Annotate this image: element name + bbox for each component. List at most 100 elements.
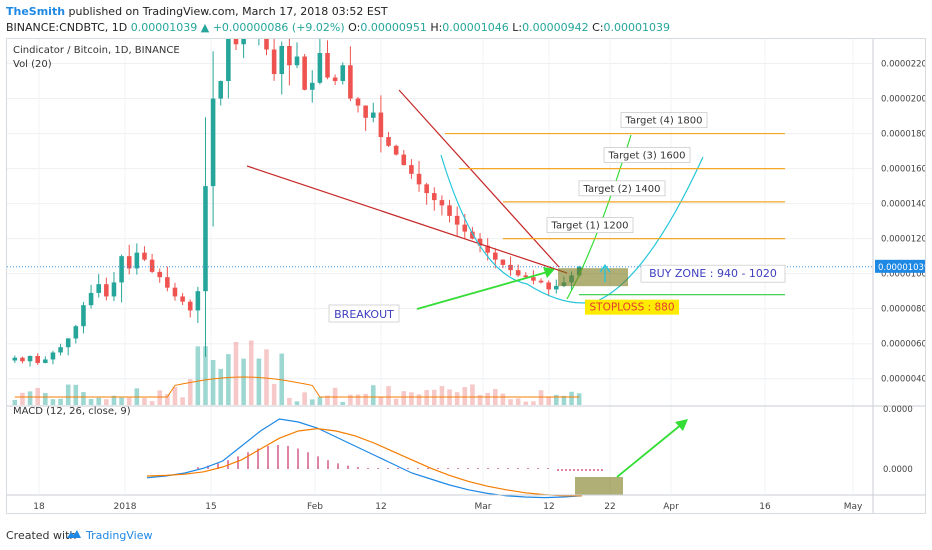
macd-histogram-bar bbox=[601, 469, 603, 471]
macd-histogram-bar bbox=[581, 469, 583, 471]
volume-bar bbox=[226, 354, 231, 405]
volume-bar bbox=[119, 397, 124, 405]
macd-histogram-bar bbox=[437, 468, 439, 469]
macd-histogram-bar bbox=[487, 468, 489, 469]
x-tick-label: May bbox=[844, 502, 863, 512]
publish-info: published on TradingView.com, March 17, … bbox=[68, 5, 388, 18]
volume-bar bbox=[386, 386, 391, 405]
volume-bar bbox=[332, 387, 338, 405]
volume-bar bbox=[348, 394, 353, 405]
volume-bar bbox=[309, 399, 315, 405]
target-label-box bbox=[620, 112, 708, 128]
volume-bar bbox=[35, 387, 40, 405]
stoploss-box bbox=[585, 299, 679, 315]
candle-body bbox=[50, 352, 56, 360]
volume-bar bbox=[81, 392, 86, 405]
x-tick-label: 2018 bbox=[114, 502, 137, 512]
volume-bar bbox=[172, 386, 178, 405]
stoploss-label: STOPLOSS : 880 bbox=[590, 302, 675, 314]
macd-tick-label: 0.0000 bbox=[883, 405, 913, 415]
low-label: L: bbox=[512, 21, 523, 34]
macd-pane bbox=[146, 418, 688, 499]
volume-bar bbox=[424, 390, 429, 405]
open-label: O: bbox=[348, 21, 361, 34]
candle-body bbox=[500, 259, 506, 265]
macd-histogram-bar bbox=[337, 463, 339, 469]
volume-bar bbox=[248, 340, 254, 405]
price-change: ▲ +0.00000086 (+9.02%) bbox=[200, 21, 345, 34]
volume-bar bbox=[317, 396, 323, 405]
candle-body bbox=[157, 271, 163, 278]
macd-histogram-bar bbox=[467, 468, 469, 469]
candle-body bbox=[355, 98, 361, 106]
current-price-label: 0.00001039 bbox=[878, 263, 925, 273]
candle-body bbox=[470, 231, 475, 239]
macd-histogram-bar bbox=[287, 445, 289, 469]
macd-histogram-bar bbox=[477, 468, 479, 469]
volume-bar bbox=[43, 393, 48, 405]
candle-body bbox=[485, 245, 490, 253]
macd-histogram-bar bbox=[517, 468, 519, 469]
macd-histogram-bar bbox=[585, 469, 587, 471]
tradingview-logo-icon[interactable] bbox=[66, 528, 82, 540]
macd-histogram-bar bbox=[573, 469, 575, 471]
x-tick-label: Mar bbox=[475, 502, 492, 512]
candle-body bbox=[111, 282, 117, 297]
candle-body bbox=[12, 357, 18, 361]
author-link[interactable]: TheSmith bbox=[6, 5, 66, 18]
candle-body bbox=[20, 357, 25, 362]
candle-body bbox=[241, 2, 246, 45]
volume-bar bbox=[165, 394, 170, 405]
symbol-label: BINANCE:CNDBTC, 1D bbox=[6, 21, 128, 34]
candle-body bbox=[554, 285, 559, 290]
macd-histogram-bar bbox=[589, 469, 591, 471]
volume-label: Vol (20) bbox=[13, 59, 52, 70]
chart-header: TheSmith published on TradingView.com, M… bbox=[0, 0, 932, 38]
macd-histogram-bar bbox=[547, 468, 549, 469]
candle-body bbox=[134, 252, 140, 269]
volume-bar bbox=[203, 346, 208, 405]
publish-line: TheSmith published on TradingView.com, M… bbox=[6, 5, 388, 18]
macd-zone-rect bbox=[575, 477, 623, 495]
candle-body bbox=[386, 137, 391, 146]
chart-svg[interactable]: Target (1) 1200 Target (2) 1400 Target (3)… bbox=[7, 0, 932, 513]
buy-zone-rect bbox=[558, 268, 628, 287]
candle-body bbox=[119, 256, 124, 283]
candle-body bbox=[531, 277, 536, 281]
volume-bar bbox=[363, 393, 368, 405]
macd-histogram-bar bbox=[407, 468, 409, 469]
buy-zone-label: BUY ZONE : 940 - 1020 bbox=[649, 267, 777, 280]
volume-bar bbox=[554, 394, 559, 405]
candle-body bbox=[96, 284, 101, 293]
candle-body bbox=[195, 291, 201, 311]
projection-curve bbox=[440, 154, 704, 304]
candle-body bbox=[104, 284, 109, 297]
volume-bar bbox=[508, 399, 513, 405]
volume-bar bbox=[561, 395, 567, 405]
candle-body bbox=[142, 252, 147, 260]
chart-panel[interactable]: Target (1) 1200 Target (2) 1400 Target (3)… bbox=[6, 0, 932, 514]
macd-arrow-icon bbox=[616, 423, 683, 478]
candle-body bbox=[165, 277, 170, 288]
resistance-trendline bbox=[398, 89, 560, 268]
macd-histogram-bar bbox=[447, 468, 449, 469]
volume-bar bbox=[409, 392, 414, 405]
tradingview-link[interactable]: TradingView bbox=[86, 529, 153, 542]
volume-bar bbox=[302, 392, 307, 405]
current-price-tag bbox=[875, 259, 925, 273]
volume-bar bbox=[500, 393, 506, 405]
macd-histogram-bar bbox=[497, 468, 499, 469]
volume-bar bbox=[256, 358, 262, 405]
high-value: 0.00001046 bbox=[442, 21, 509, 34]
volume-bar bbox=[355, 394, 361, 405]
target-label: Target (4) 1800 bbox=[625, 116, 703, 127]
macd-histogram-bar bbox=[277, 445, 279, 469]
candle-body bbox=[477, 238, 483, 246]
volume-bars bbox=[12, 340, 582, 405]
candle-body bbox=[58, 347, 63, 353]
volume-bar bbox=[12, 399, 18, 405]
